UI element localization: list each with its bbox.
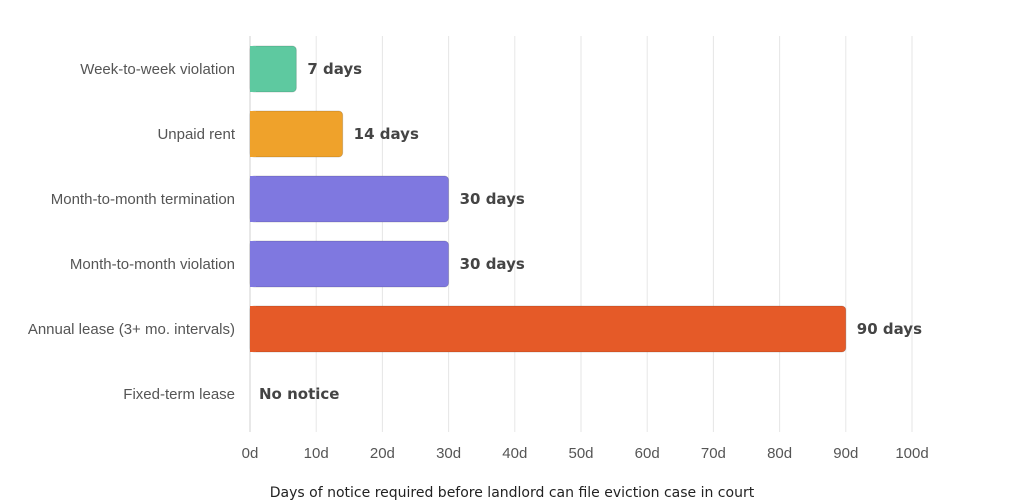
category-label: Fixed-term lease xyxy=(123,386,235,403)
x-tick-label: 50d xyxy=(568,445,593,462)
bar-left-edge xyxy=(250,46,256,92)
category-label: Month-to-month termination xyxy=(51,191,235,208)
bar xyxy=(249,175,450,223)
bars xyxy=(249,45,847,353)
x-axis-ticks: 0d 10d 20d 30d 40d 50d 60d 70d 80d 90d 100d xyxy=(242,445,929,462)
bar xyxy=(249,45,297,93)
x-tick-label: 80d xyxy=(767,445,792,462)
data-label: 14 days xyxy=(354,125,419,143)
x-tick-label: 90d xyxy=(833,445,858,462)
bar-left-edge xyxy=(250,241,256,287)
x-axis-title: Days of notice required before landlord … xyxy=(270,485,755,501)
x-tick-label: 30d xyxy=(436,445,461,462)
x-tick-label: 20d xyxy=(370,445,395,462)
bar xyxy=(249,240,450,288)
x-tick-label: 70d xyxy=(701,445,726,462)
category-label: Month-to-month violation xyxy=(70,256,235,273)
x-tick-label: 100d xyxy=(895,445,928,462)
data-label: 7 days xyxy=(307,60,362,78)
gridlines xyxy=(249,36,913,432)
data-label: 30 days xyxy=(460,255,525,273)
x-tick-label: 60d xyxy=(635,445,660,462)
data-label: No notice xyxy=(259,385,339,403)
x-tick-label: 40d xyxy=(502,445,527,462)
category-label: Unpaid rent xyxy=(157,126,235,143)
category-label: Annual lease (3+ mo. intervals) xyxy=(28,321,235,338)
x-tick-label: 10d xyxy=(304,445,329,462)
data-label: 30 days xyxy=(460,190,525,208)
data-label: 90 days xyxy=(857,320,922,338)
bar-left-edge xyxy=(250,111,256,157)
bar xyxy=(249,305,847,353)
bar xyxy=(249,110,344,158)
category-label: Week-to-week violation xyxy=(80,61,235,78)
x-tick-label: 0d xyxy=(242,445,259,462)
bar-left-edge xyxy=(250,176,256,222)
bar-left-edge xyxy=(250,306,256,352)
category-labels: Week-to-week violation Unpaid rent Month-t… xyxy=(28,61,236,403)
data-labels: 7 days 14 days 30 days 30 days 90 days No not… xyxy=(259,60,922,403)
